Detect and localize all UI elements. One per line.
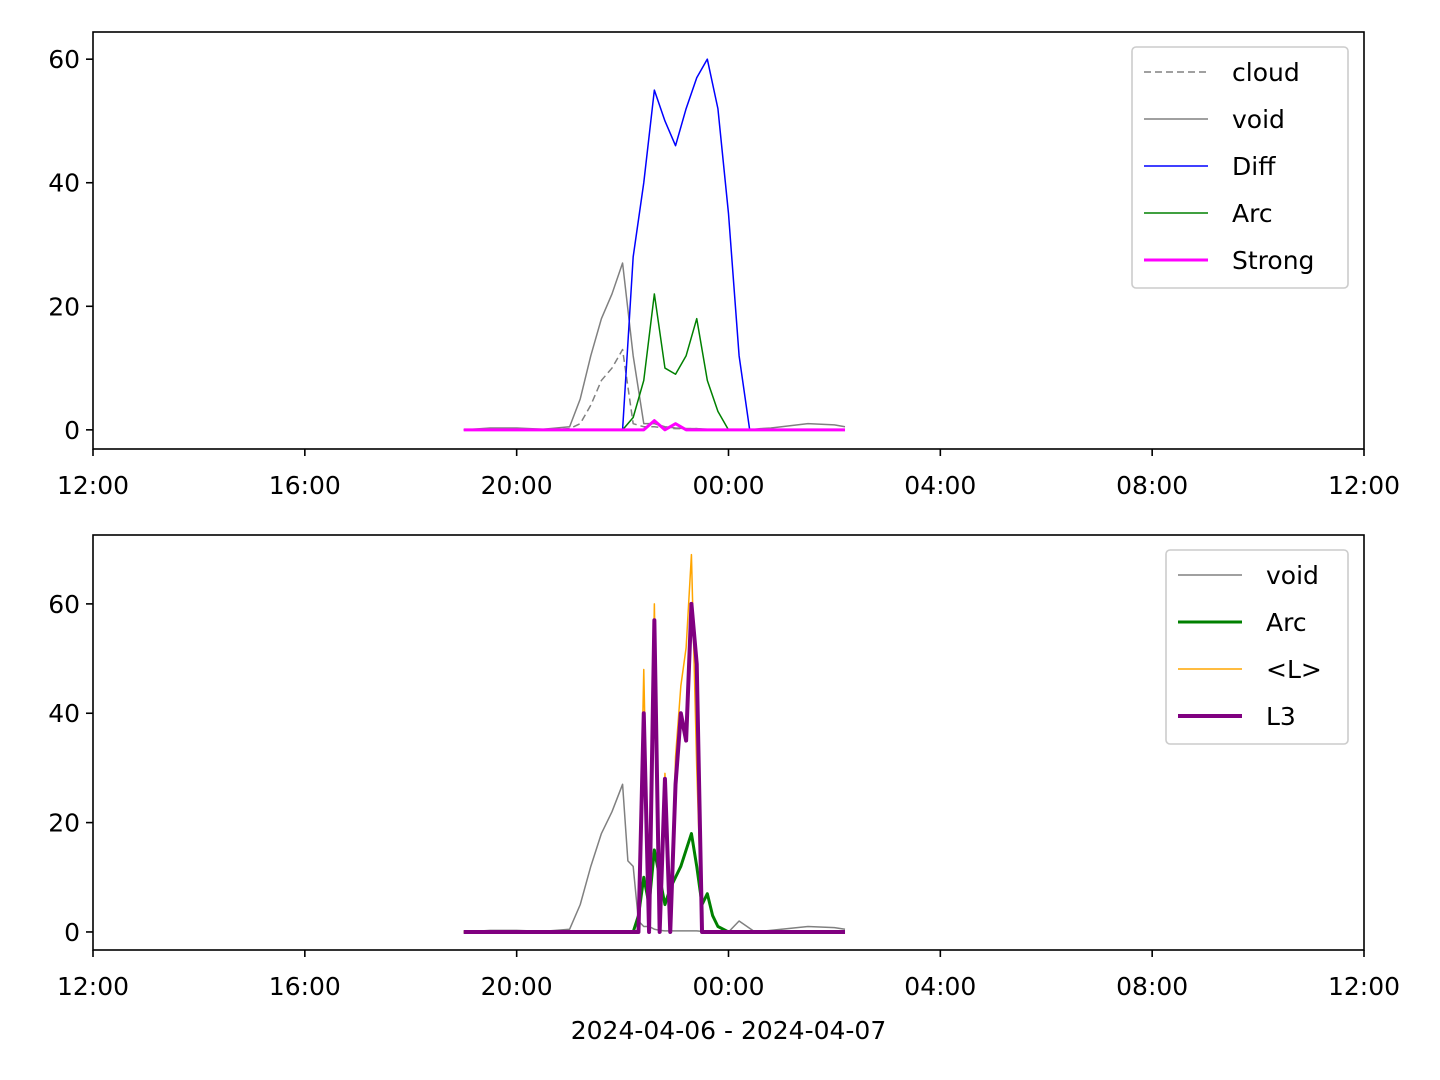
series-line [463,419,846,432]
plot-lines [463,58,846,432]
legend-label: void [1232,105,1285,134]
x-tick-label: 00:00 [692,972,764,1001]
y-tick-label: 20 [48,809,80,838]
legend-label: <L> [1266,655,1322,684]
x-tick-label: 16:00 [269,972,341,1001]
x-axis-label: 2024-04-06 - 2024-04-07 [571,1016,887,1045]
x-tick-label: 12:00 [1328,471,1400,500]
y-tick-label: 0 [64,416,80,445]
series-line [463,348,846,431]
legend-label: void [1266,561,1319,590]
legend-label: Diff [1232,152,1276,181]
y-tick-label: 40 [48,699,80,728]
series-line [463,832,846,934]
x-tick-label: 04:00 [904,972,976,1001]
y-tick-label: 60 [48,590,80,619]
legend-label: cloud [1232,58,1300,87]
series-line [463,783,846,933]
legend: cloud void Diff Arc Strong [1131,46,1349,289]
plot-lines [463,553,846,934]
x-tick-label: 12:00 [57,972,129,1001]
x-tick-label: 08:00 [1116,972,1188,1001]
x-tick-label: 12:00 [1328,972,1400,1001]
legend-box [1165,549,1349,745]
legend: void Arc <L> L3 [1165,549,1349,745]
legend-label: Strong [1232,246,1314,275]
legend-label: L3 [1266,702,1296,731]
x-tick-label: 16:00 [269,471,341,500]
series-line [463,553,846,933]
x-tick-label: 08:00 [1116,471,1188,500]
y-tick-label: 60 [48,45,80,74]
x-tick-label: 12:00 [57,471,129,500]
legend-label: Arc [1232,199,1273,228]
series-line [463,601,846,934]
series-line [621,58,751,430]
axes: 0 20 40 60 12:00 16:00 20:00 00:00 04:00 08:00 12:… [48,31,1400,500]
x-tick-label: 20:00 [481,972,553,1001]
x-tick-label: 04:00 [904,471,976,500]
y-tick-label: 20 [48,292,80,321]
x-tick-label: 00:00 [692,471,764,500]
series-line [463,262,846,431]
axes: 0 20 40 60 12:00 16:00 20:00 00:00 04:00 08:00 12:… [48,534,1400,1045]
y-tick-label: 0 [64,918,80,947]
x-tick-label: 20:00 [481,471,553,500]
series-line [622,293,730,431]
legend-box [1131,46,1349,289]
y-tick-label: 40 [48,169,80,198]
legend-label: Arc [1266,608,1307,637]
